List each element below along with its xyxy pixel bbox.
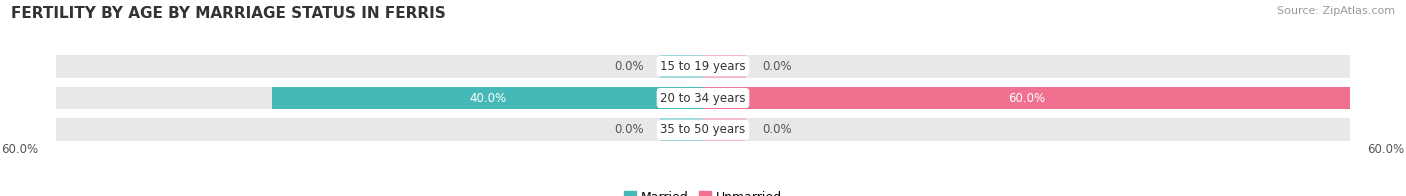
Text: 60.0%: 60.0% — [1, 143, 38, 156]
Bar — [56, 86, 1350, 110]
Bar — [659, 118, 703, 141]
Text: 0.0%: 0.0% — [614, 123, 644, 136]
Bar — [659, 55, 703, 78]
Text: 15 to 19 years: 15 to 19 years — [661, 60, 745, 73]
Text: Source: ZipAtlas.com: Source: ZipAtlas.com — [1277, 6, 1395, 16]
Bar — [56, 118, 1350, 141]
Text: 0.0%: 0.0% — [762, 60, 792, 73]
Text: 0.0%: 0.0% — [762, 123, 792, 136]
Bar — [56, 55, 1350, 78]
Bar — [703, 86, 1350, 110]
Text: 20 to 34 years: 20 to 34 years — [661, 92, 745, 104]
Legend: Married, Unmarried: Married, Unmarried — [624, 191, 782, 196]
Text: 60.0%: 60.0% — [1368, 143, 1405, 156]
Bar — [271, 86, 703, 110]
Text: 35 to 50 years: 35 to 50 years — [661, 123, 745, 136]
Bar — [703, 118, 747, 141]
Text: 60.0%: 60.0% — [1008, 92, 1045, 104]
Bar — [703, 55, 747, 78]
Text: 40.0%: 40.0% — [468, 92, 506, 104]
Text: FERTILITY BY AGE BY MARRIAGE STATUS IN FERRIS: FERTILITY BY AGE BY MARRIAGE STATUS IN F… — [11, 6, 446, 21]
Text: 0.0%: 0.0% — [614, 60, 644, 73]
